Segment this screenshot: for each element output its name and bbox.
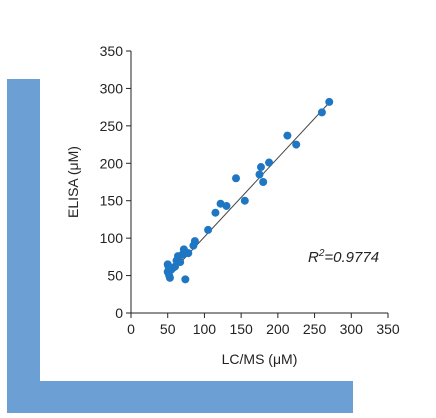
- r-squared-prefix: R: [308, 249, 319, 266]
- y-tick-label: 50: [107, 268, 123, 284]
- x-tick-label: 0: [127, 321, 135, 337]
- data-point: [211, 208, 220, 217]
- data-point: [240, 196, 249, 205]
- y-tick-label: 150: [100, 193, 124, 209]
- frame-left-bar: [7, 79, 40, 413]
- x-axis-ticks: 0 50 100 150 200 250 300 350: [127, 313, 400, 337]
- x-tick-label: 350: [376, 321, 400, 337]
- y-tick-label: 0: [115, 305, 123, 321]
- data-point: [181, 275, 190, 284]
- y-tick-label: 300: [100, 80, 124, 96]
- data-point: [222, 201, 231, 210]
- x-tick-label: 150: [229, 321, 253, 337]
- x-tick-label: 250: [303, 321, 327, 337]
- y-tick-label: 100: [100, 230, 124, 246]
- data-point: [232, 174, 241, 183]
- data-point: [176, 258, 185, 267]
- data-point: [171, 262, 180, 271]
- data-point: [255, 170, 264, 179]
- data-point: [256, 163, 265, 172]
- x-tick-label: 50: [160, 321, 176, 337]
- data-point: [283, 131, 292, 140]
- y-axis-ticks: 0 50 100 150 200 250 300 350: [100, 43, 131, 321]
- fit-line-group: [167, 102, 330, 277]
- data-point: [292, 140, 301, 149]
- data-point: [184, 249, 193, 258]
- x-axis-label: LC/MS (μM): [222, 351, 298, 367]
- data-point: [265, 158, 274, 167]
- r-squared-sup: 2: [318, 248, 325, 259]
- r-squared-value: =0.9774: [324, 249, 379, 266]
- frame-bottom-bar: [7, 381, 353, 413]
- data-point: [165, 273, 174, 282]
- y-tick-label: 200: [100, 155, 124, 171]
- fit-line: [167, 102, 330, 277]
- y-axis-label: ELISA (μM): [65, 146, 81, 218]
- data-point: [190, 237, 199, 246]
- data-point: [317, 108, 326, 117]
- x-tick-label: 100: [193, 321, 217, 337]
- x-tick-label: 200: [266, 321, 290, 337]
- x-tick-label: 300: [340, 321, 364, 337]
- r-squared-annotation: R2=0.9774: [308, 248, 379, 266]
- data-point: [325, 97, 334, 106]
- data-point: [259, 178, 268, 186]
- data-point: [204, 225, 213, 234]
- data-points: [163, 97, 334, 284]
- y-tick-label: 250: [100, 118, 124, 134]
- y-tick-label: 350: [100, 43, 124, 59]
- axes: [130, 51, 388, 314]
